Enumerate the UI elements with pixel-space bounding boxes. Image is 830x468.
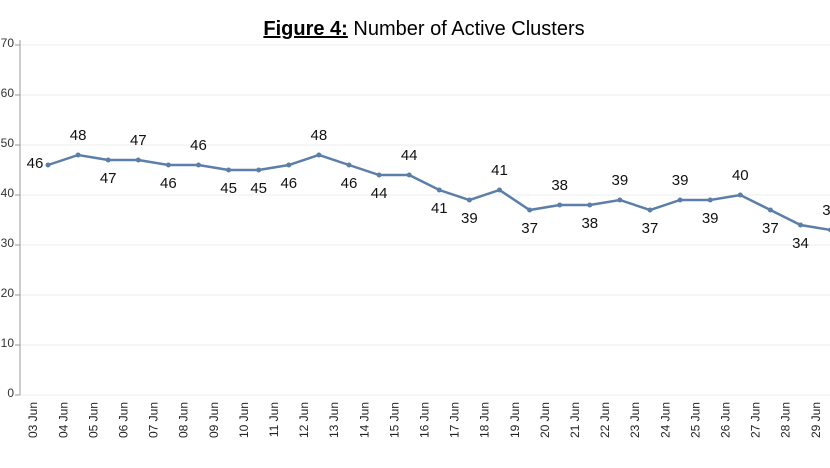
point [165, 162, 171, 168]
x-tick-label: 11 Jun [267, 402, 281, 437]
value-label: 37 [762, 220, 779, 237]
x-tick-label: 17 Jun [448, 402, 462, 438]
point [557, 202, 563, 208]
x-tick-label: 24 Jun [658, 402, 672, 438]
value-label: 41 [491, 162, 508, 179]
point [737, 192, 743, 198]
value-label: 47 [130, 132, 147, 149]
value-label: 38 [581, 215, 598, 232]
value-label: 44 [401, 147, 418, 164]
value-label: 34 [792, 235, 809, 252]
value-label: 45 [250, 180, 267, 197]
point [436, 187, 442, 193]
point [226, 167, 232, 173]
point [617, 197, 623, 203]
chart-title: Number of Active Clusters [353, 18, 584, 40]
x-tick-label: 18 Jun [478, 402, 492, 438]
point [196, 162, 201, 168]
x-tick-label: 15 Jun [387, 402, 401, 438]
point [767, 207, 773, 213]
x-tick-label: 25 Jun [688, 402, 702, 438]
value-label: 46 [190, 137, 207, 154]
point [798, 222, 803, 228]
x-tick-label: 29 Jun [809, 402, 823, 438]
point [316, 152, 322, 158]
x-tick-label: 27 Jun [749, 402, 763, 438]
x-tick-label: 22 Jun [598, 402, 612, 438]
point [286, 162, 292, 168]
x-tick-label: 26 Jun [718, 402, 732, 438]
value-label: 33 [822, 202, 830, 219]
x-tick-label: 07 Jun [147, 402, 161, 438]
point [497, 187, 502, 193]
x-tick-label: 05 Jun [86, 402, 100, 438]
x-tick-label: 14 Jun [357, 402, 371, 438]
value-label: 48 [311, 127, 328, 144]
value-label: 39 [702, 210, 719, 227]
value-label: 48 [70, 127, 87, 144]
chart-title-group: Figure 4: Number of Active Clusters [263, 18, 584, 40]
x-tick-label: 12 Jun [297, 402, 311, 438]
point [75, 152, 81, 158]
value-label: 40 [732, 167, 749, 184]
value-label: 37 [642, 220, 659, 237]
value-label: 45 [220, 180, 237, 197]
value-label: 47 [100, 170, 117, 187]
y-tick-label: 40 [1, 186, 15, 200]
x-tick-label: 13 Jun [327, 402, 341, 438]
x-tick-label: 08 Jun [177, 402, 191, 438]
value-label: 46 [341, 175, 358, 192]
value-label: 41 [431, 200, 448, 217]
y-tick-label: 0 [7, 386, 14, 400]
value-label: 39 [672, 172, 689, 189]
chart-title-prefix: Figure 4: [263, 18, 347, 40]
x-tick-label: 23 Jun [628, 402, 642, 438]
value-label: 46 [27, 155, 44, 172]
x-tick-label: 28 Jun [779, 402, 793, 438]
point [135, 157, 141, 163]
y-tick-label: 60 [1, 86, 15, 100]
y-tick-label: 50 [1, 136, 15, 150]
point [256, 167, 262, 173]
point [466, 197, 472, 203]
point [105, 157, 111, 163]
value-label: 38 [551, 177, 568, 194]
x-tick-label: 04 Jun [56, 402, 70, 438]
value-label: 39 [612, 172, 629, 189]
point [406, 172, 412, 178]
point [527, 207, 533, 213]
point [45, 162, 51, 168]
point [587, 202, 593, 208]
point [677, 197, 683, 203]
x-tick-label: 03 Jun [26, 402, 40, 438]
value-label: 46 [160, 175, 177, 192]
y-tick-label: 20 [1, 286, 15, 300]
x-tick-label: 16 Jun [417, 402, 431, 438]
value-label: 46 [280, 175, 297, 192]
point [376, 172, 382, 178]
y-tick-label: 10 [1, 336, 15, 350]
x-tick-label: 21 Jun [568, 402, 582, 438]
point [707, 197, 713, 203]
x-tick-label: 20 Jun [538, 402, 552, 438]
x-tick-label: 10 Jun [237, 402, 251, 438]
y-tick-label: 30 [1, 236, 15, 250]
x-tick-label: 09 Jun [207, 402, 221, 438]
x-tick-label: 19 Jun [508, 402, 522, 438]
value-label: 37 [521, 220, 538, 237]
point [346, 162, 352, 168]
value-label: 39 [461, 210, 478, 227]
value-label: 44 [371, 185, 388, 202]
y-tick-label: 70 [1, 36, 15, 50]
x-tick-label: 06 Jun [116, 402, 130, 438]
point [647, 207, 653, 213]
